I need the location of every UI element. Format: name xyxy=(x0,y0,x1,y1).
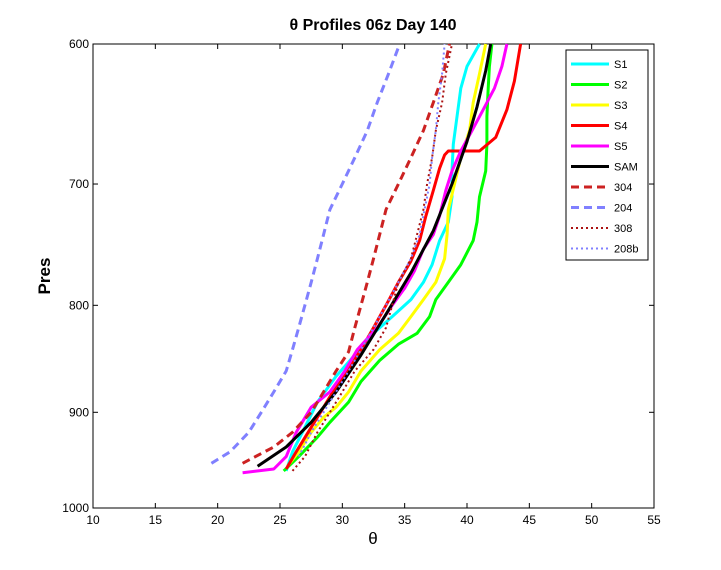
x-tick-label: 25 xyxy=(273,513,287,527)
x-tick-label: 45 xyxy=(523,513,537,527)
series-line-S4 xyxy=(284,43,523,470)
axis-ticks: 10 15 20 25 30 35 40 45 50 55 600 700 800 900 1000 xyxy=(62,37,661,527)
x-tick-label: 30 xyxy=(336,513,350,527)
legend-label-S2: S2 xyxy=(614,80,627,92)
legend-label-S3: S3 xyxy=(614,100,627,112)
x-tick-label: 15 xyxy=(149,513,163,527)
legend: S1 S2 S3 S4 S5 SAM 304 204 308 208b xyxy=(565,49,649,261)
legend-label-S4: S4 xyxy=(614,121,627,133)
x-tick-label: 35 xyxy=(398,513,412,527)
series-line-208b xyxy=(297,43,446,458)
chart-title: θ Profiles 06z Day 140 xyxy=(290,17,457,34)
series-line-204 xyxy=(210,43,402,465)
y-tick-label: 1000 xyxy=(62,501,89,515)
legend-label-SAM: SAM xyxy=(614,162,638,174)
x-tick-label: 20 xyxy=(211,513,225,527)
plot-area xyxy=(92,43,655,509)
y-tick-label: 700 xyxy=(69,177,89,191)
x-tick-label: 10 xyxy=(86,513,100,527)
legend-label-208b: 208b xyxy=(614,244,638,256)
legend-label-204: 204 xyxy=(614,203,632,215)
y-tick-label: 600 xyxy=(69,37,89,51)
legend-label-304: 304 xyxy=(614,182,632,194)
x-tick-label: 55 xyxy=(647,513,661,527)
legend-label-308: 308 xyxy=(614,223,632,235)
y-tick-label: 800 xyxy=(69,298,89,312)
x-tick-label: 40 xyxy=(460,513,474,527)
x-axis-label: θ xyxy=(368,529,377,548)
series-layer xyxy=(210,43,523,475)
legend-label-S5: S5 xyxy=(614,141,627,153)
y-tick-label: 900 xyxy=(69,405,89,419)
series-line-S2 xyxy=(282,43,494,472)
series-line-308 xyxy=(291,43,453,472)
x-tick-label: 50 xyxy=(585,513,599,527)
series-line-SAM xyxy=(256,43,493,468)
y-axis-label: Pres xyxy=(35,258,54,295)
series-line-304 xyxy=(241,43,451,465)
legend-label-S1: S1 xyxy=(614,59,627,71)
